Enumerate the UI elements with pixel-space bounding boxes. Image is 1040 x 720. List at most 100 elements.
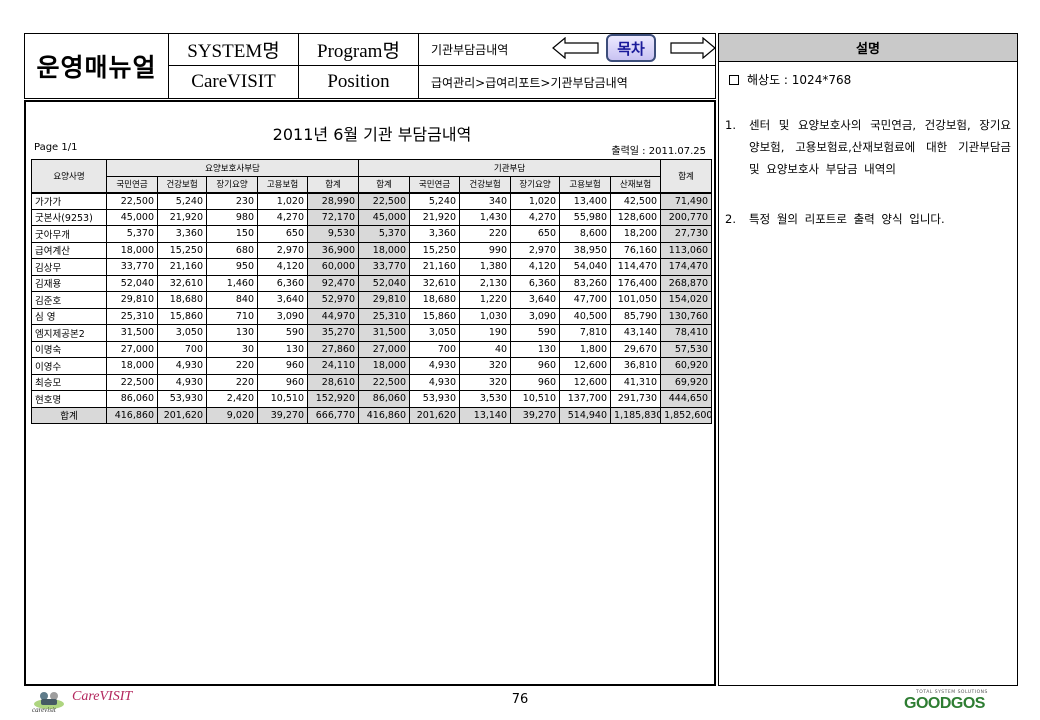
cell-amount: 18,200 bbox=[610, 225, 662, 243]
table-body: 가가가 22,500 5,240 230 1,020 28,990 22,500 5,240 3… bbox=[31, 191, 713, 424]
cell-amount: 2,420 bbox=[206, 390, 258, 408]
cell-amount: 18,680 bbox=[157, 291, 207, 309]
cell-amount: 36,900 bbox=[306, 241, 360, 259]
cell-amount: 220 bbox=[206, 357, 258, 375]
cell-amount: 2,130 bbox=[459, 274, 512, 292]
cell-amount: 154,020 bbox=[660, 291, 713, 309]
subheader: 국민연금 bbox=[106, 175, 158, 193]
cell-amount: 3,640 bbox=[510, 291, 561, 309]
subheader: 합계 bbox=[306, 175, 360, 193]
carevisit-logo-subtext: carevisit bbox=[32, 706, 56, 714]
cell-name: 급여계산 bbox=[31, 241, 107, 259]
description-item: 1. 센터 및 요양보호사의 국민연금, 건강보험, 장기요양보험, 고용보험료… bbox=[725, 114, 1011, 180]
total-label: 합계 bbox=[31, 406, 107, 424]
cell-amount: 12,600 bbox=[559, 373, 612, 391]
cell-amount: 220 bbox=[459, 225, 512, 243]
cell-name: 이영수 bbox=[31, 357, 107, 375]
cell-amount: 29,670 bbox=[610, 340, 662, 358]
cell-amount: 45,000 bbox=[358, 208, 411, 226]
goodgos-tagline: TOTAL SYSTEM SOLUTIONS bbox=[916, 690, 988, 695]
cell-name: 굿본사(9253) bbox=[31, 208, 107, 226]
subheader: 건강보험 bbox=[157, 175, 207, 193]
cell-amount: 3,360 bbox=[157, 225, 207, 243]
table-row: 이명숙 27,000 700 30 130 27,860 27,000 700 40 130 1,8… bbox=[31, 340, 713, 358]
cell-amount: 13,400 bbox=[559, 191, 612, 210]
total-amount: 9,020 bbox=[206, 406, 258, 424]
table-row: 굿본사(9253) 45,000 21,920 980 4,270 72,170 45,00… bbox=[31, 208, 713, 226]
cell-amount: 18,000 bbox=[106, 357, 158, 375]
toc-button[interactable]: 목차 bbox=[606, 34, 656, 62]
cell-amount: 130 bbox=[206, 324, 258, 342]
cell-amount: 268,870 bbox=[660, 274, 713, 292]
cell-amount: 42,500 bbox=[610, 191, 662, 210]
print-date: 출력일 : 2011.07.25 bbox=[611, 146, 706, 157]
cell-amount: 220 bbox=[206, 373, 258, 391]
cell-amount: 43,140 bbox=[610, 324, 662, 342]
cell-amount: 15,250 bbox=[157, 241, 207, 259]
cell-amount: 28,990 bbox=[306, 191, 360, 210]
cell-amount: 27,000 bbox=[106, 340, 158, 358]
cell-amount: 130 bbox=[257, 340, 308, 358]
cell-amount: 1,030 bbox=[459, 307, 512, 325]
cell-amount: 28,610 bbox=[306, 373, 360, 391]
cell-amount: 230 bbox=[206, 191, 258, 210]
total-amount: 39,270 bbox=[510, 406, 561, 424]
cell-amount: 3,530 bbox=[459, 390, 512, 408]
cell-name: 김상무 bbox=[31, 258, 107, 276]
total-amount: 666,770 bbox=[306, 406, 360, 424]
cell-amount: 21,160 bbox=[157, 258, 207, 276]
cell-amount: 444,650 bbox=[660, 390, 713, 408]
cell-amount: 7,810 bbox=[559, 324, 612, 342]
cell-amount: 1,220 bbox=[459, 291, 512, 309]
cell-amount: 76,160 bbox=[610, 241, 662, 259]
header-grid: 운영매뉴얼 SYSTEM명 Program명 기관부담금내역 CareVISIT… bbox=[24, 33, 716, 99]
cell-amount: 21,160 bbox=[409, 258, 461, 276]
cell-amount: 5,240 bbox=[157, 191, 207, 210]
description-item-text: 센터 및 요양보호사의 국민연금, 건강보험, 장기요양보험, 고용보험료,산재… bbox=[749, 118, 1011, 176]
cell-amount: 2,970 bbox=[257, 241, 308, 259]
cell-amount: 44,970 bbox=[306, 307, 360, 325]
report-title: 2011년 6월 기관 부담금내역 bbox=[272, 125, 472, 144]
cell-amount: 38,950 bbox=[559, 241, 612, 259]
cell-amount: 960 bbox=[257, 357, 308, 375]
cell-amount: 3,050 bbox=[409, 324, 461, 342]
position-value: 급여관리>급여리포트>기관부담금내역 bbox=[431, 75, 628, 90]
system-value: CareVISIT bbox=[169, 66, 299, 98]
cell-amount: 24,110 bbox=[306, 357, 360, 375]
cell-amount: 8,600 bbox=[559, 225, 612, 243]
cell-amount: 320 bbox=[459, 357, 512, 375]
cell-amount: 30 bbox=[206, 340, 258, 358]
header-grand-total: 합계 bbox=[660, 159, 713, 193]
cell-amount: 86,060 bbox=[106, 390, 158, 408]
cell-amount: 4,930 bbox=[157, 357, 207, 375]
next-arrow-icon[interactable] bbox=[670, 37, 716, 59]
cell-amount: 960 bbox=[510, 373, 561, 391]
cell-amount: 990 bbox=[459, 241, 512, 259]
description-item-text: 특정 월의 리포트로 출력 양식 입니다. bbox=[749, 212, 945, 226]
prev-arrow-icon[interactable] bbox=[552, 37, 600, 59]
table-row: 최승모 22,500 4,930 220 960 28,610 22,500 4,930 320… bbox=[31, 373, 713, 391]
cell-amount: 200,770 bbox=[660, 208, 713, 226]
cell-amount: 22,500 bbox=[358, 191, 411, 210]
cell-amount: 21,920 bbox=[409, 208, 461, 226]
subheader: 고용보험 bbox=[257, 175, 308, 193]
cell-name: 심 영 bbox=[31, 307, 107, 325]
resolution-note: 해상도 : 1024*768 bbox=[729, 71, 851, 88]
cell-amount: 40 bbox=[459, 340, 512, 358]
cell-amount: 130,760 bbox=[660, 307, 713, 325]
cell-amount: 190 bbox=[459, 324, 512, 342]
cell-amount: 25,310 bbox=[106, 307, 158, 325]
cell-amount: 4,120 bbox=[510, 258, 561, 276]
cell-amount: 18,000 bbox=[358, 357, 411, 375]
cell-amount: 3,640 bbox=[257, 291, 308, 309]
cell-amount: 22,500 bbox=[106, 191, 158, 210]
cell-amount: 41,310 bbox=[610, 373, 662, 391]
system-label: SYSTEM명 bbox=[169, 34, 299, 66]
cell-amount: 18,000 bbox=[358, 241, 411, 259]
page-number: 76 bbox=[511, 692, 529, 707]
cell-amount: 83,260 bbox=[559, 274, 612, 292]
cell-amount: 3,090 bbox=[257, 307, 308, 325]
cell-amount: 92,470 bbox=[306, 274, 360, 292]
cell-amount: 36,810 bbox=[610, 357, 662, 375]
cell-amount: 1,020 bbox=[510, 191, 561, 210]
